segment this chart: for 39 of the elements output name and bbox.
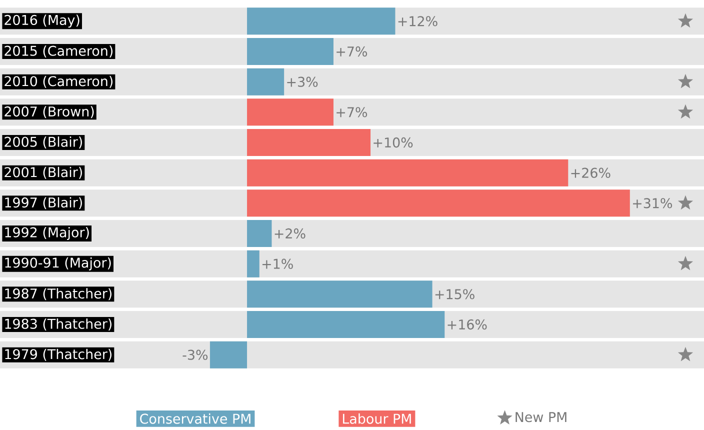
- data-label: -3%: [182, 350, 208, 360]
- legend-label: New PM: [516, 412, 566, 422]
- y-tick-label: 1992 (Major): [5, 226, 89, 240]
- data-label: +31%: [633, 198, 672, 208]
- bar: [247, 250, 260, 278]
- data-label: +2%: [274, 228, 306, 239]
- bar: [247, 98, 334, 126]
- text: Labour PM: [342, 413, 411, 424]
- y-tick-label: 2015 (Cameron): [4, 46, 113, 58]
- y-tick-label: 1990-91 (Major): [5, 257, 111, 270]
- bar: [210, 341, 248, 368]
- y-tick-label: 1987 (Thatcher): [5, 288, 112, 300]
- data-label: +12%: [398, 16, 438, 26]
- data-label: +7%: [336, 46, 368, 57]
- y-tick-label: 1979 (Thatcher): [5, 348, 112, 361]
- data-label: +7%: [336, 107, 368, 118]
- data-label: +16%: [448, 319, 487, 330]
- bar: [247, 129, 371, 156]
- y-tick-label: 2016 (May): [4, 14, 80, 28]
- bar: [247, 220, 272, 248]
- bar: [247, 311, 445, 338]
- data-label: +1%: [262, 258, 293, 269]
- y-tick-label: 1997 (Blair): [5, 197, 82, 210]
- y-tick-label: 1983 (Thatcher): [5, 318, 112, 331]
- y-tick-label: 2005 (Blair): [4, 136, 82, 149]
- bar: [247, 68, 284, 96]
- y-tick-label: 2010 (Cameron): [4, 76, 113, 88]
- bar: [247, 8, 396, 35]
- data-label: +10%: [374, 137, 413, 148]
- data-label: +26%: [571, 168, 610, 178]
- data-label: +15%: [435, 289, 474, 300]
- bar: [247, 280, 432, 308]
- text: Conservative PM: [140, 413, 250, 424]
- data-label: +3%: [287, 76, 318, 87]
- bar: [247, 38, 334, 65]
- y-tick-label: 2001 (Blair): [4, 166, 82, 179]
- bar: [247, 190, 630, 217]
- bar: [247, 159, 568, 186]
- y-tick-label: 2007 (Brown): [4, 106, 94, 118]
